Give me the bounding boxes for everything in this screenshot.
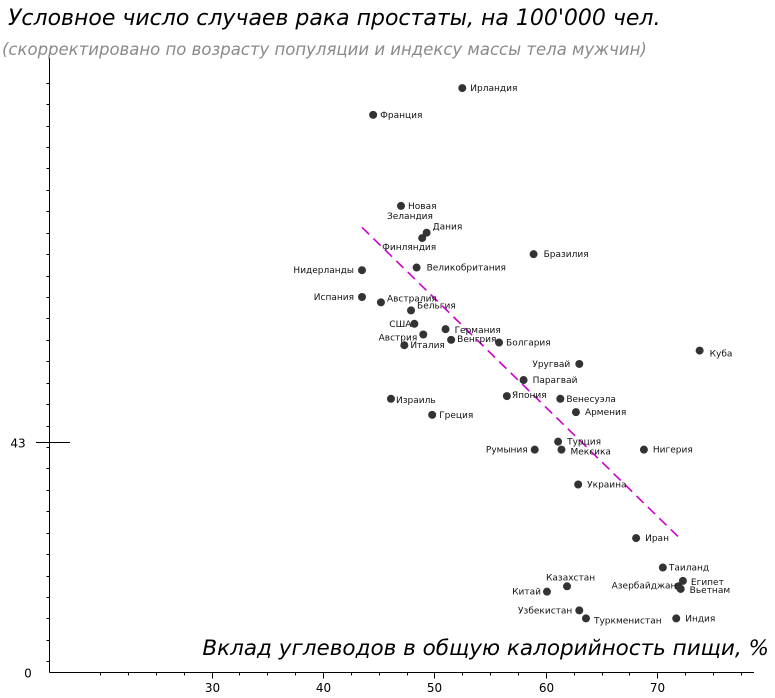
data-point xyxy=(358,266,366,275)
data-point-label: Израиль xyxy=(396,396,436,406)
data-point xyxy=(639,445,648,454)
data-point xyxy=(447,335,456,344)
data-point xyxy=(422,228,431,237)
y-tick-label: 0 xyxy=(24,667,32,681)
data-point xyxy=(386,394,395,403)
x-tick-label: 70 xyxy=(650,681,665,695)
data-point xyxy=(676,584,685,593)
data-point-label: Китай xyxy=(512,588,541,598)
data-point xyxy=(419,330,428,339)
data-point xyxy=(412,263,421,272)
data-point-label: Туркменистан xyxy=(593,616,662,626)
data-point xyxy=(563,582,572,591)
data-point xyxy=(502,392,511,401)
x-tick-label: 40 xyxy=(316,681,331,695)
chart-subtitle: (скорректировано по возрасту популяции и… xyxy=(2,40,647,59)
trendline-group xyxy=(361,226,681,539)
data-point-label: Уругвай xyxy=(532,360,570,370)
data-point-label: Вьетнам xyxy=(690,586,730,596)
data-point-label: Египет xyxy=(691,578,724,588)
data-point xyxy=(695,346,704,355)
x-tick-label: 60 xyxy=(539,681,554,695)
data-point xyxy=(575,359,584,368)
data-point xyxy=(495,338,504,347)
data-point xyxy=(407,306,416,315)
data-point xyxy=(571,408,580,417)
data-point-label: Азербайджан xyxy=(612,581,677,591)
data-point xyxy=(678,576,687,585)
data-point-label: Италия xyxy=(410,341,445,351)
data-point-label: Нидерланды xyxy=(293,266,354,276)
trendline xyxy=(361,226,681,539)
data-point xyxy=(441,325,450,334)
data-point xyxy=(542,587,551,596)
data-point-label: Бразилия xyxy=(544,250,589,260)
x-tick-label: 30 xyxy=(205,681,220,695)
data-point-label: Турция xyxy=(566,438,601,448)
data-point xyxy=(376,298,385,307)
data-point-label: Испания xyxy=(314,293,354,303)
data-point xyxy=(418,234,427,243)
axes: 30 40 50 60 70 0 43 xyxy=(10,58,754,695)
data-point-label: Таиланд xyxy=(668,564,709,574)
data-point xyxy=(672,614,681,623)
data-point xyxy=(658,563,667,572)
data-point-label: Казахстан xyxy=(546,573,595,583)
data-point-label: Австрия xyxy=(379,334,418,344)
data-point-label: Венгрия xyxy=(457,335,496,345)
data-point xyxy=(519,376,528,385)
data-point-label: Великобритания xyxy=(427,264,506,274)
data-point-label: Ирландия xyxy=(470,84,517,94)
data-point-label: Финляндия xyxy=(382,243,436,253)
data-point-label: Нигерия xyxy=(653,446,693,456)
x-tick-label: 50 xyxy=(427,681,442,695)
data-point-label: Болгария xyxy=(506,339,551,349)
data-point-label: Индия xyxy=(685,614,715,624)
x-axis-label: Вклад углеводов в общую калорийность пищ… xyxy=(202,636,769,661)
data-point-label: Новая Зеландия xyxy=(387,202,437,222)
data-point-label: Германия xyxy=(455,326,501,336)
data-point-label: Узбекистан xyxy=(518,606,572,616)
data-point-label: США xyxy=(389,320,412,330)
data-point-label: Япония xyxy=(512,391,547,401)
data-point-label: Франция xyxy=(380,111,422,121)
data-point xyxy=(530,445,539,454)
data-point xyxy=(428,410,437,419)
data-point xyxy=(358,293,366,301)
data-point-label: Румыния xyxy=(486,446,528,456)
data-point-label: Армения xyxy=(585,408,626,418)
data-point-label: Бельгия xyxy=(417,301,456,311)
data-point-label: Мексика xyxy=(570,448,611,458)
data-point xyxy=(632,534,641,543)
data-point-label: Австралия xyxy=(387,294,437,304)
data-point xyxy=(400,341,409,350)
data-point xyxy=(458,84,467,93)
y-tick-label: 43 xyxy=(10,437,25,451)
chart-title: Условное число случаев рака простаты, на… xyxy=(8,6,661,31)
data-point-label: Украина xyxy=(587,481,626,491)
data-point xyxy=(529,250,538,259)
data-point-label: Парагвай xyxy=(533,376,578,386)
data-point xyxy=(369,110,378,119)
data-point-label: Дания xyxy=(433,223,463,233)
data-point-label: Иран xyxy=(645,534,669,544)
data-point-label: Куба xyxy=(710,350,733,360)
data-point xyxy=(574,480,583,489)
data-point xyxy=(575,606,584,615)
data-point xyxy=(410,319,419,328)
data-point-label: Венесуэла xyxy=(566,395,616,405)
data-point xyxy=(581,614,590,623)
data-point xyxy=(554,437,563,446)
data-point-label: Греция xyxy=(439,411,473,421)
data-point xyxy=(556,394,565,403)
data-point xyxy=(397,201,405,210)
data-point xyxy=(557,445,566,454)
